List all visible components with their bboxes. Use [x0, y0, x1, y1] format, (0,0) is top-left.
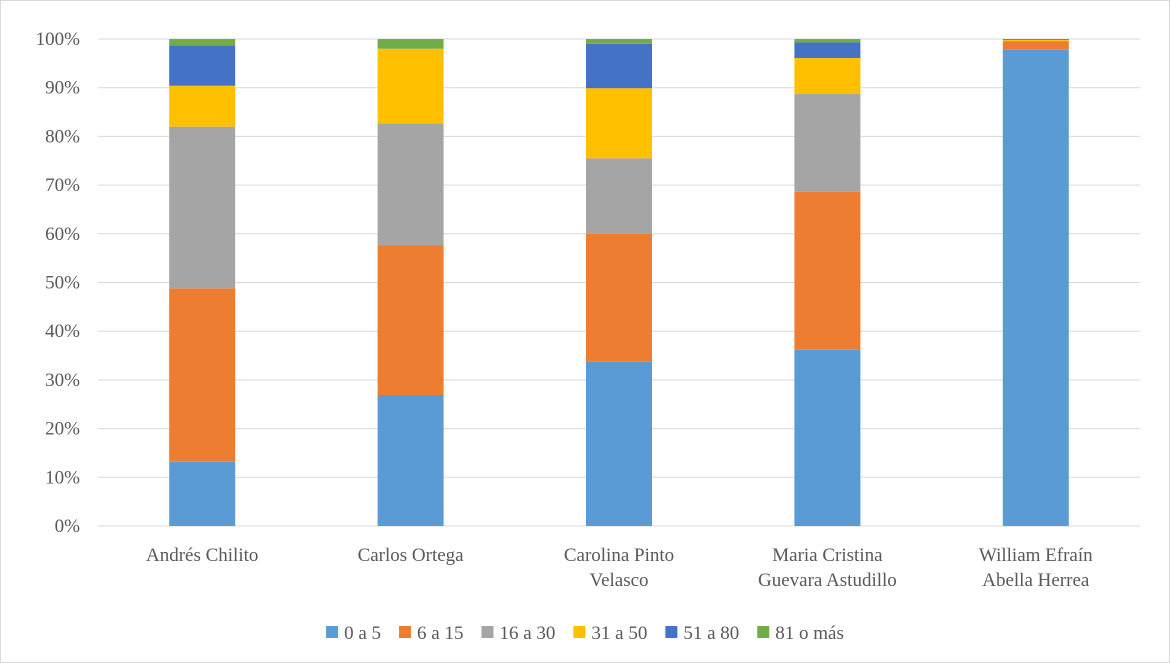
bar-segment	[1002, 49, 1069, 527]
legend-label: 0 a 5	[344, 623, 381, 644]
category-label: Carlos Ortega	[358, 545, 465, 566]
y-tick-label: 60%	[45, 224, 80, 245]
bar-segment	[586, 39, 652, 44]
bar-segment	[586, 233, 652, 362]
category-label: William Efraín	[979, 545, 1093, 566]
y-tick-label: 90%	[45, 78, 80, 99]
bar-segment	[169, 461, 236, 526]
y-tick-label: 40%	[45, 321, 80, 342]
legend-label: 81 o más	[775, 623, 844, 644]
legend-swatch	[481, 626, 494, 638]
legend-label: 31 a 50	[591, 623, 647, 644]
y-tick-label: 10%	[45, 467, 80, 488]
category-label: Andrés Chilito	[146, 545, 258, 566]
bar-segment	[377, 245, 444, 395]
x-axis: Andrés Chilito Carlos Ortega Carolina Pint…	[146, 545, 1093, 591]
legend-swatch	[757, 626, 770, 638]
y-tick-label: 80%	[45, 126, 80, 147]
legend-item: 31 a 50	[573, 623, 647, 644]
bar-segment	[169, 39, 236, 46]
legend: 0 a 5 6 a 15 16 a 30 31 a 50 51 a 80 81 o más	[326, 623, 844, 644]
legend-item: 51 a 80	[665, 623, 739, 644]
bar-segment	[169, 45, 236, 86]
bar-segment	[1002, 41, 1069, 50]
bar-segment	[586, 158, 652, 234]
bar-segment	[377, 39, 444, 49]
bar-segment	[586, 88, 652, 159]
category-label: Guevara Astudillo	[758, 570, 897, 591]
bar-segment	[377, 48, 444, 124]
legend-swatch	[573, 626, 586, 638]
bars	[169, 39, 1069, 527]
y-tick-label: 0%	[55, 516, 81, 537]
category-label: Carolina Pinto	[564, 545, 674, 566]
bar-segment	[794, 39, 861, 43]
bar-segment	[794, 191, 861, 350]
bar-segment	[1002, 39, 1069, 41]
bar-segment	[794, 349, 861, 526]
bar-segment	[794, 94, 861, 192]
legend-item: 6 a 15	[399, 623, 463, 644]
y-tick-label: 70%	[45, 175, 80, 196]
bar-segment	[794, 42, 861, 58]
legend-item: 16 a 30	[481, 623, 555, 644]
y-axis: 0% 10% 20% 30% 40% 50% 60% 70% 80% 90% 100%	[36, 29, 81, 537]
legend-swatch	[665, 626, 678, 638]
legend-label: 51 a 80	[683, 623, 739, 644]
category-label: Velasco	[589, 570, 648, 591]
y-tick-label: 30%	[45, 370, 80, 391]
bar-segment	[169, 126, 236, 289]
legend-swatch	[326, 626, 339, 638]
legend-item: 81 o más	[757, 623, 844, 644]
bar-segment	[586, 361, 652, 526]
bar-segment	[169, 85, 236, 127]
bar-segment	[169, 288, 236, 462]
bar-segment	[377, 123, 444, 246]
bar-segment	[377, 394, 444, 526]
y-tick-label: 50%	[45, 273, 80, 294]
category-label: Abella Herrea	[982, 570, 1090, 591]
bar-segment	[586, 43, 652, 89]
bar-segment	[794, 57, 861, 95]
y-tick-label: 100%	[36, 29, 81, 50]
legend-item: 0 a 5	[326, 623, 381, 644]
category-label: Maria Cristina	[772, 545, 883, 566]
legend-label: 16 a 30	[499, 623, 555, 644]
legend-swatch	[399, 626, 412, 638]
legend-label: 6 a 15	[417, 623, 463, 644]
y-tick-label: 20%	[45, 419, 80, 440]
